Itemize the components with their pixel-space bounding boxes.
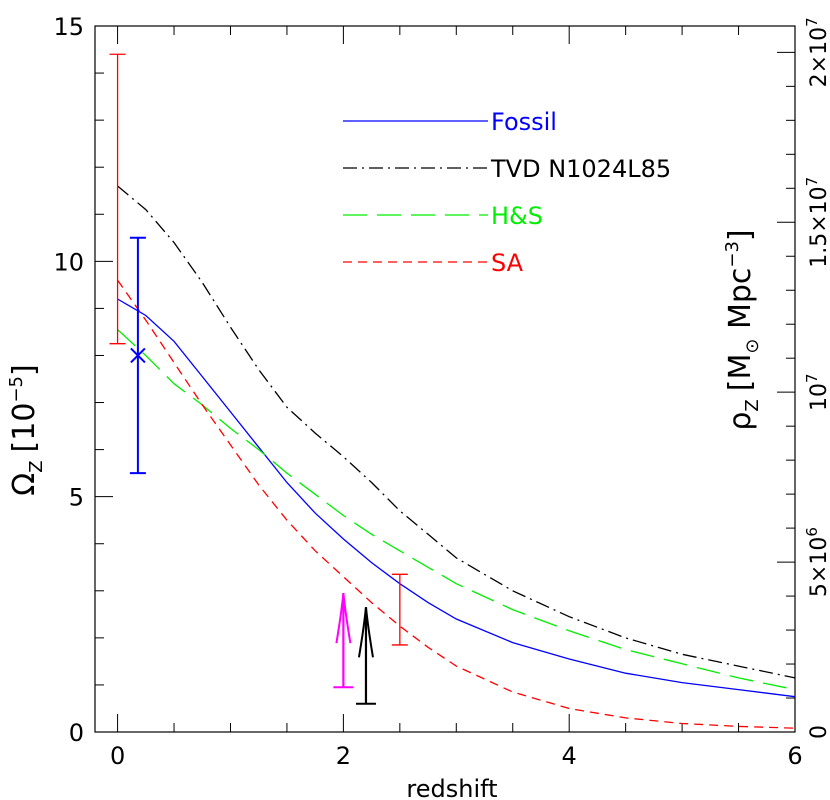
legend-label-1: TVD N1024L85 <box>490 155 671 183</box>
y-left-exp: −5 <box>6 376 27 403</box>
y-tick-label-left: 0 <box>69 719 84 747</box>
x-tick-label: 4 <box>562 742 577 770</box>
legend-label-3: SA <box>491 249 524 277</box>
lower-limit-arrowhead-1 <box>357 607 374 658</box>
y-right-close: ] <box>723 229 758 241</box>
x-axis-label: redshift <box>406 775 497 800</box>
series-line-3 <box>117 279 796 729</box>
x-tick-label: 2 <box>336 742 351 770</box>
error-bars-layer <box>109 53 408 705</box>
y-tick-label-right: 2×107 <box>803 17 830 87</box>
legend-label-2: H&S <box>491 202 543 230</box>
y-tick-label-left: 10 <box>53 248 84 276</box>
series-line-2 <box>117 329 796 691</box>
y-right-units-mid: Mpc <box>723 268 758 339</box>
y-axis-label-right: ρZ [M⊙ Mpc−3] <box>722 229 763 430</box>
y-axis-label-left: ΩZ [10−5] <box>6 364 47 495</box>
y-tick-label-right: 1.5×107 <box>803 177 830 268</box>
y-right-units-sub: ⊙ <box>742 339 763 354</box>
legend-label-0: Fossil <box>491 108 557 136</box>
legend: Fossil TVD N1024L85 H&S SA <box>343 108 671 277</box>
y-tick-label-left: 15 <box>53 13 84 41</box>
y-left-units: [10 <box>7 403 42 453</box>
svg-text:2×107: 2×107 <box>803 17 830 87</box>
y-tick-label-right: 0 <box>807 725 830 739</box>
y-right-sub: Z <box>742 399 763 411</box>
lower-limit-arrowhead-0 <box>335 593 352 644</box>
series-line-1 <box>117 185 796 679</box>
svg-text:1.5×107: 1.5×107 <box>803 177 830 268</box>
svg-text:0: 0 <box>807 725 830 739</box>
series-layer <box>117 185 796 729</box>
y-right-symbol: ρ <box>723 412 758 431</box>
svg-text:ρZ[M⊙ Mpc−3]: ρZ [M⊙ Mpc−3] <box>722 229 763 430</box>
series-line-0 <box>117 298 796 698</box>
y-right-exp: −3 <box>722 241 743 268</box>
plot-frame <box>94 25 796 733</box>
y-tick-label-left: 5 <box>69 484 84 512</box>
y-left-close: ] <box>7 364 42 376</box>
svg-text:ΩZ[10−5]: ΩZ [10−5] <box>6 364 47 495</box>
y-tick-label-right: 5×106 <box>803 527 830 597</box>
x-tick-label: 0 <box>110 742 125 770</box>
y-left-symbol: Ω <box>7 473 42 496</box>
y-tick-label-right: 107 <box>803 373 830 411</box>
svg-text:5×106: 5×106 <box>803 527 830 597</box>
svg-text:107: 107 <box>803 373 830 411</box>
data-point-x <box>130 347 146 364</box>
y-left-sub: Z <box>26 460 47 472</box>
y-right-units: [M <box>723 354 758 392</box>
x-tick-label: 6 <box>787 742 802 770</box>
